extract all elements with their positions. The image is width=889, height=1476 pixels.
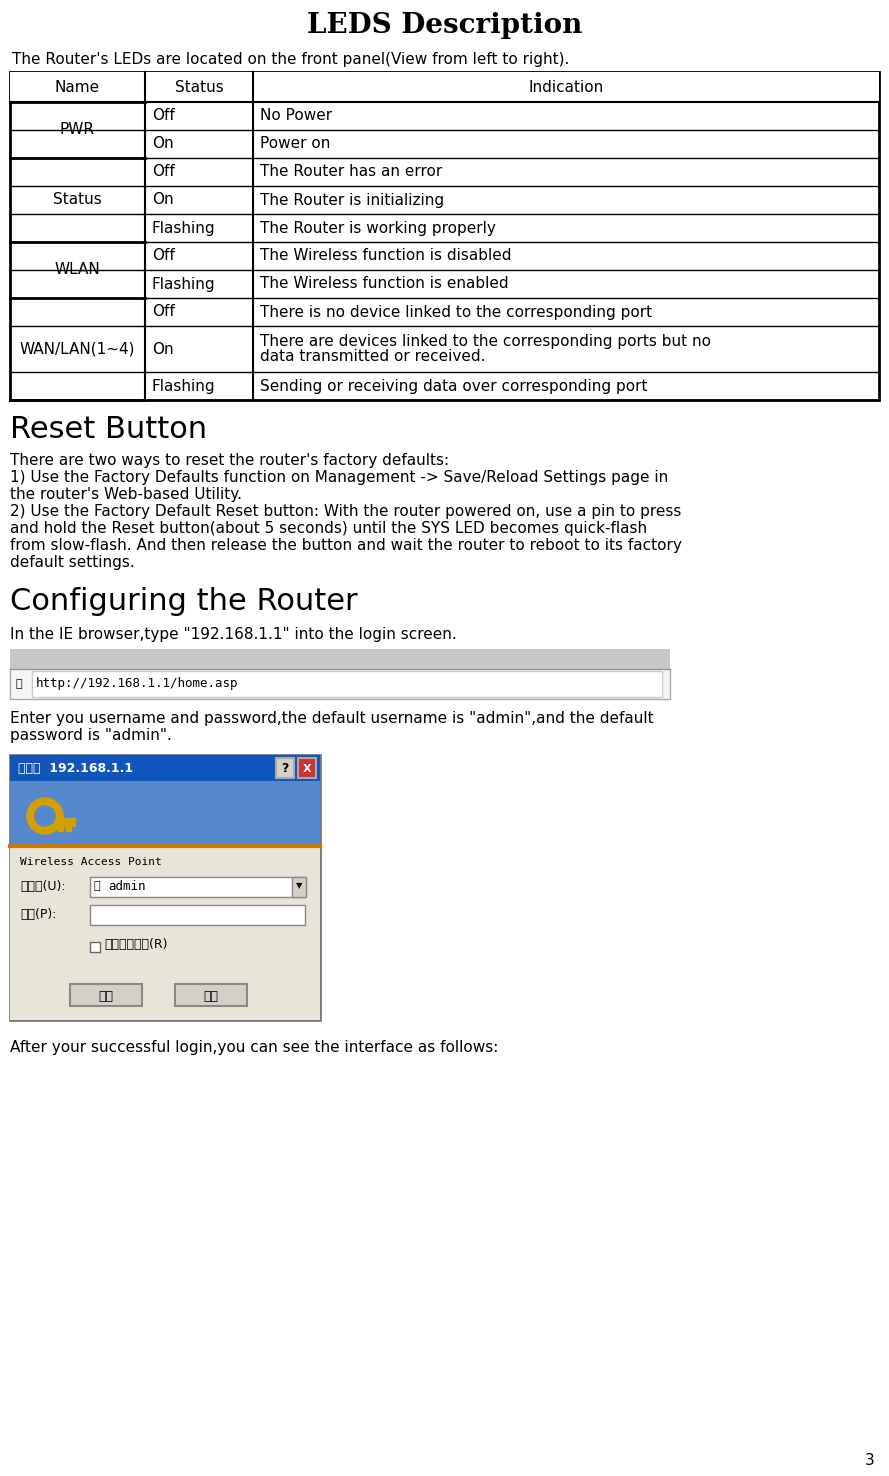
Bar bbox=[32, 672, 662, 697]
Text: In the IE browser,type "192.168.1.1" into the login screen.: In the IE browser,type "192.168.1.1" int… bbox=[10, 627, 457, 642]
Text: X: X bbox=[302, 765, 311, 773]
Text: The Router's LEDs are located on the front panel(View from left to right).: The Router's LEDs are located on the fro… bbox=[12, 52, 569, 66]
Text: The Router is initializing: The Router is initializing bbox=[260, 192, 444, 208]
Text: from slow-flash. And then release the button and wait the router to reboot to it: from slow-flash. And then release the bu… bbox=[10, 537, 682, 554]
Bar bbox=[276, 759, 294, 778]
Bar bbox=[90, 942, 100, 952]
Text: and hold the Reset button(about 5 seconds) until the SYS LED becomes quick-flash: and hold the Reset button(about 5 second… bbox=[10, 521, 647, 536]
Bar bbox=[66, 825, 71, 831]
Text: 🌐: 🌐 bbox=[15, 679, 21, 689]
Text: Sending or receiving data over corresponding port: Sending or receiving data over correspon… bbox=[260, 378, 648, 394]
Bar bbox=[10, 756, 320, 1020]
Text: Off: Off bbox=[152, 164, 174, 180]
Bar bbox=[10, 669, 670, 700]
Text: The Wireless function is enabled: The Wireless function is enabled bbox=[260, 276, 509, 291]
Text: 1) Use the Factory Defaults function on Management -> Save/Reload Settings page : 1) Use the Factory Defaults function on … bbox=[10, 469, 669, 486]
Text: WLAN: WLAN bbox=[54, 263, 100, 277]
Text: Wireless Access Point: Wireless Access Point bbox=[20, 858, 162, 866]
Text: Status: Status bbox=[53, 192, 101, 208]
Bar bbox=[70, 984, 142, 1007]
Bar bbox=[292, 877, 306, 897]
Text: Off: Off bbox=[152, 248, 174, 264]
Text: On: On bbox=[152, 192, 173, 208]
Bar bbox=[45, 818, 75, 827]
Text: Flashing: Flashing bbox=[152, 378, 215, 394]
Text: ▼: ▼ bbox=[296, 881, 302, 890]
Bar bbox=[10, 72, 879, 102]
Text: 用户名(U):: 用户名(U): bbox=[20, 880, 66, 893]
Text: The Wireless function is disabled: The Wireless function is disabled bbox=[260, 248, 512, 264]
Text: http://192.168.1.1/home.asp: http://192.168.1.1/home.asp bbox=[36, 677, 238, 691]
Text: Indication: Indication bbox=[529, 80, 604, 94]
Text: There is no device linked to the corresponding port: There is no device linked to the corresp… bbox=[260, 304, 653, 319]
Text: Off: Off bbox=[152, 109, 174, 124]
Text: Reset Button: Reset Button bbox=[10, 415, 207, 444]
Text: password is "admin".: password is "admin". bbox=[10, 728, 172, 742]
Bar bbox=[298, 759, 316, 778]
Text: 3: 3 bbox=[865, 1452, 875, 1469]
Text: WAN/LAN(1~4): WAN/LAN(1~4) bbox=[20, 341, 135, 357]
Text: data transmitted or received.: data transmitted or received. bbox=[260, 348, 485, 365]
Bar bbox=[10, 781, 320, 846]
Text: Off: Off bbox=[152, 304, 174, 319]
Text: The Router is working properly: The Router is working properly bbox=[260, 220, 496, 236]
Bar bbox=[90, 877, 305, 897]
Text: 2) Use the Factory Default Reset button: With the router powered on, use a pin t: 2) Use the Factory Default Reset button:… bbox=[10, 503, 681, 520]
Bar bbox=[10, 846, 320, 1020]
Bar bbox=[90, 905, 305, 925]
Bar bbox=[175, 984, 247, 1007]
Text: No Power: No Power bbox=[260, 109, 332, 124]
Text: admin: admin bbox=[108, 880, 146, 893]
Text: On: On bbox=[152, 341, 173, 357]
Text: LEDS Description: LEDS Description bbox=[307, 12, 582, 38]
Text: 取消: 取消 bbox=[204, 989, 219, 1002]
Text: There are two ways to reset the router's factory defaults:: There are two ways to reset the router's… bbox=[10, 453, 449, 468]
Text: Name: Name bbox=[55, 80, 100, 94]
Text: There are devices linked to the corresponding ports but no: There are devices linked to the correspo… bbox=[260, 334, 711, 348]
Text: On: On bbox=[152, 136, 173, 152]
Text: Flashing: Flashing bbox=[152, 276, 215, 291]
Text: 密码(P):: 密码(P): bbox=[20, 908, 57, 921]
Text: Flashing: Flashing bbox=[152, 220, 215, 236]
Text: 确定: 确定 bbox=[99, 989, 114, 1002]
Text: Configuring the Router: Configuring the Router bbox=[10, 587, 357, 615]
Text: Power on: Power on bbox=[260, 136, 331, 152]
Circle shape bbox=[27, 799, 63, 834]
Bar bbox=[10, 756, 320, 781]
Text: The Router has an error: The Router has an error bbox=[260, 164, 443, 180]
Bar bbox=[10, 72, 879, 400]
Circle shape bbox=[35, 806, 55, 827]
Text: After your successful login,you can see the interface as follows:: After your successful login,you can see … bbox=[10, 1041, 499, 1055]
Text: 记住我的密码(R): 记住我的密码(R) bbox=[104, 937, 167, 951]
Text: 连接到  192.168.1.1: 连接到 192.168.1.1 bbox=[18, 763, 133, 775]
Text: ?: ? bbox=[281, 763, 289, 775]
Text: Status: Status bbox=[174, 80, 223, 94]
Text: Enter you username and password,the default username is "admin",and the default: Enter you username and password,the defa… bbox=[10, 711, 653, 726]
Text: the router's Web-based Utility.: the router's Web-based Utility. bbox=[10, 487, 242, 502]
Text: 👤: 👤 bbox=[93, 881, 100, 892]
Bar bbox=[10, 649, 670, 669]
Bar bbox=[58, 825, 63, 831]
Text: default settings.: default settings. bbox=[10, 555, 135, 570]
Text: PWR: PWR bbox=[60, 123, 95, 137]
